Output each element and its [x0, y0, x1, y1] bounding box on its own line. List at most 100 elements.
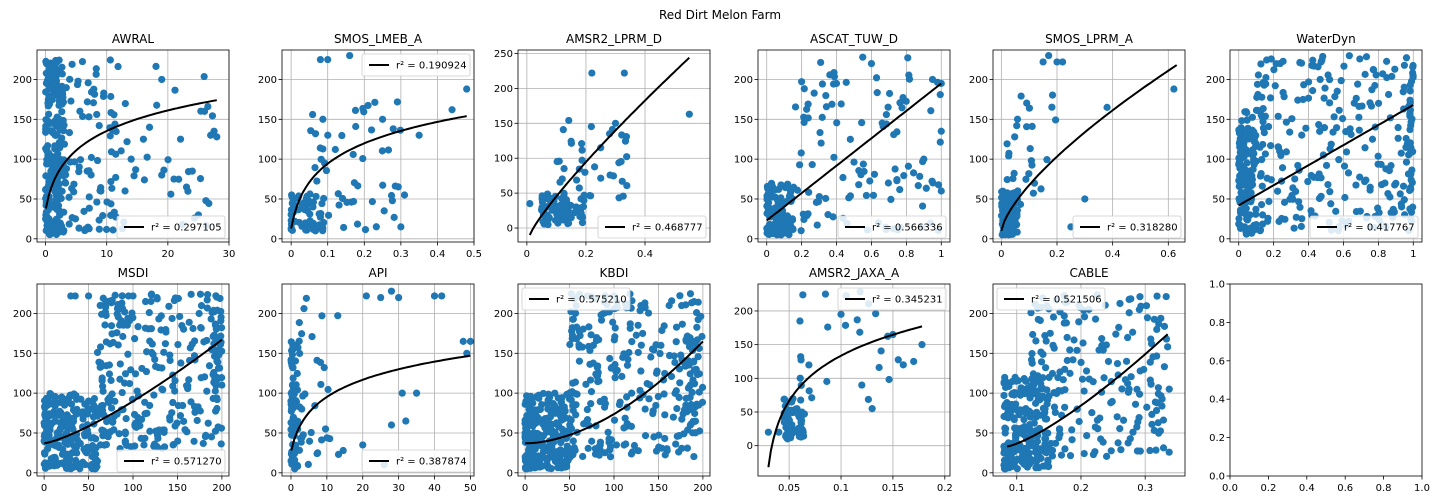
data-point — [1160, 322, 1169, 330]
data-point — [121, 99, 129, 108]
x-tick-label: 0.2 — [794, 249, 810, 260]
y-tick-label: 100 — [969, 155, 988, 166]
data-point — [1288, 115, 1296, 123]
data-point — [567, 139, 576, 147]
axes-frame — [36, 49, 230, 243]
data-point — [45, 110, 53, 118]
data-point — [822, 194, 830, 203]
data-point — [839, 173, 847, 182]
data-point — [1159, 444, 1168, 452]
data-point — [1129, 328, 1137, 336]
data-point — [899, 361, 907, 369]
data-point — [853, 316, 861, 324]
data-point — [872, 74, 881, 82]
data-point — [1028, 350, 1036, 358]
data-point — [937, 187, 945, 195]
data-point — [207, 433, 216, 441]
data-point — [176, 312, 184, 321]
data-point — [904, 54, 912, 62]
data-point — [296, 349, 304, 358]
data-point — [538, 192, 546, 200]
data-point — [204, 419, 212, 427]
data-point — [102, 440, 111, 449]
data-point — [1274, 112, 1282, 120]
data-point — [1121, 376, 1130, 384]
data-point — [98, 377, 106, 385]
data-point — [1127, 295, 1135, 303]
x-tick-label: 50 — [563, 483, 576, 494]
y-tick-label: 50 — [740, 408, 753, 419]
data-point — [777, 194, 785, 202]
data-point — [174, 294, 182, 303]
data-point — [618, 372, 626, 381]
y-tick-label: 0.8 — [1209, 318, 1225, 329]
data-point — [1242, 230, 1250, 238]
data-point — [181, 426, 189, 434]
data-point — [1027, 309, 1035, 317]
data-point — [1032, 413, 1040, 421]
data-point — [587, 123, 595, 131]
data-point — [43, 426, 51, 434]
data-point — [1238, 206, 1246, 214]
data-point — [797, 418, 805, 426]
data-point — [46, 400, 54, 408]
y-tick-label: 100 — [1206, 155, 1225, 166]
data-point — [610, 416, 619, 424]
data-point — [79, 112, 87, 121]
data-point — [672, 440, 680, 448]
data-point — [412, 389, 421, 397]
data-point — [1371, 81, 1379, 90]
data-point — [200, 72, 208, 81]
data-point — [1400, 83, 1408, 91]
data-point — [115, 430, 123, 438]
data-point — [568, 331, 577, 339]
data-point — [1341, 193, 1349, 202]
data-point — [188, 340, 196, 348]
data-point — [146, 401, 154, 410]
data-point — [910, 357, 918, 366]
data-point — [1314, 63, 1322, 71]
data-point — [690, 357, 698, 365]
data-point — [1258, 182, 1266, 190]
data-point — [576, 331, 584, 340]
data-point — [88, 397, 97, 405]
data-point — [388, 197, 396, 205]
data-point — [1116, 425, 1124, 433]
data-point — [1391, 65, 1399, 73]
y-tick-label: 200 — [494, 84, 513, 95]
data-point — [773, 231, 781, 239]
data-point — [169, 398, 177, 407]
data-point — [1041, 364, 1050, 372]
data-point — [185, 376, 193, 384]
x-tick-label: 40 — [428, 483, 441, 494]
scatter-points — [287, 287, 474, 473]
data-point — [384, 146, 393, 154]
data-point — [42, 394, 51, 402]
data-point — [41, 464, 50, 472]
fit-line — [290, 115, 467, 229]
data-point — [673, 404, 681, 413]
y-tick-label: 150 — [734, 340, 753, 351]
data-point — [558, 175, 566, 183]
subplot-title: KBDI — [600, 266, 629, 280]
y-tick-label: 100 — [969, 389, 988, 400]
data-point — [641, 432, 650, 440]
data-point — [1066, 452, 1075, 460]
data-point — [805, 188, 813, 196]
data-point — [620, 441, 628, 449]
fit-line — [528, 56, 690, 236]
data-point — [649, 409, 657, 418]
data-point — [379, 181, 387, 189]
data-point — [102, 338, 110, 346]
data-point — [315, 210, 323, 218]
data-point — [307, 428, 315, 437]
data-point — [1013, 122, 1021, 130]
y-tick-label: 100 — [734, 374, 753, 385]
data-point — [311, 164, 319, 172]
data-point — [859, 160, 867, 168]
data-point — [1037, 348, 1045, 356]
data-point — [1165, 385, 1173, 393]
y-tick-label: 50 — [19, 428, 32, 439]
data-point — [1374, 152, 1382, 160]
data-point — [74, 77, 82, 85]
